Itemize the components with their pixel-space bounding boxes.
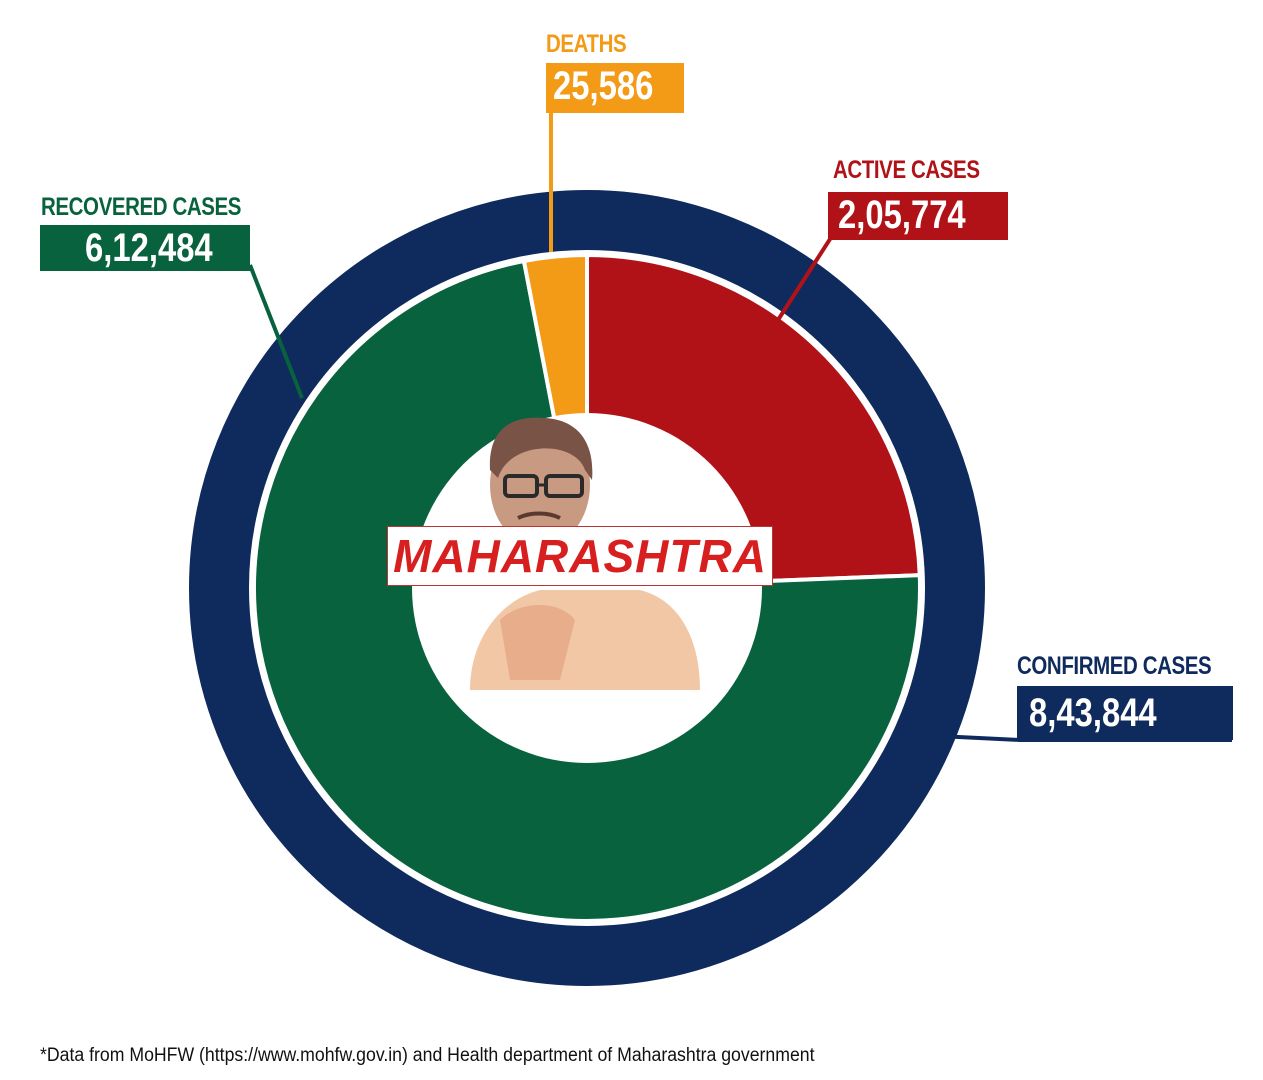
recovered-leader: [248, 264, 304, 399]
confirmed-ring: [189, 190, 985, 986]
confirmed-leader: [937, 734, 1232, 742]
state-banner: MAHARASHTRA: [387, 526, 773, 586]
portrait-illustration: [470, 417, 700, 690]
active-leader: [776, 234, 834, 322]
source-footnote: *Data from MoHFW (https://www.mohfw.gov.…: [40, 1045, 815, 1066]
confirmed-title: CONFIRMED CASES: [1017, 652, 1212, 680]
deaths-value: 25,586: [546, 63, 684, 113]
state-name: MAHARASHTRA: [393, 530, 767, 582]
active-title: ACTIVE CASES: [833, 156, 980, 184]
confirmed-value: 8,43,844: [1017, 686, 1233, 740]
active-value: 2,05,774: [828, 192, 1008, 240]
recovered-value: 6,12,484: [40, 225, 250, 271]
deaths-title: DEATHS: [546, 30, 627, 58]
recovered-title: RECOVERED CASES: [41, 193, 242, 221]
